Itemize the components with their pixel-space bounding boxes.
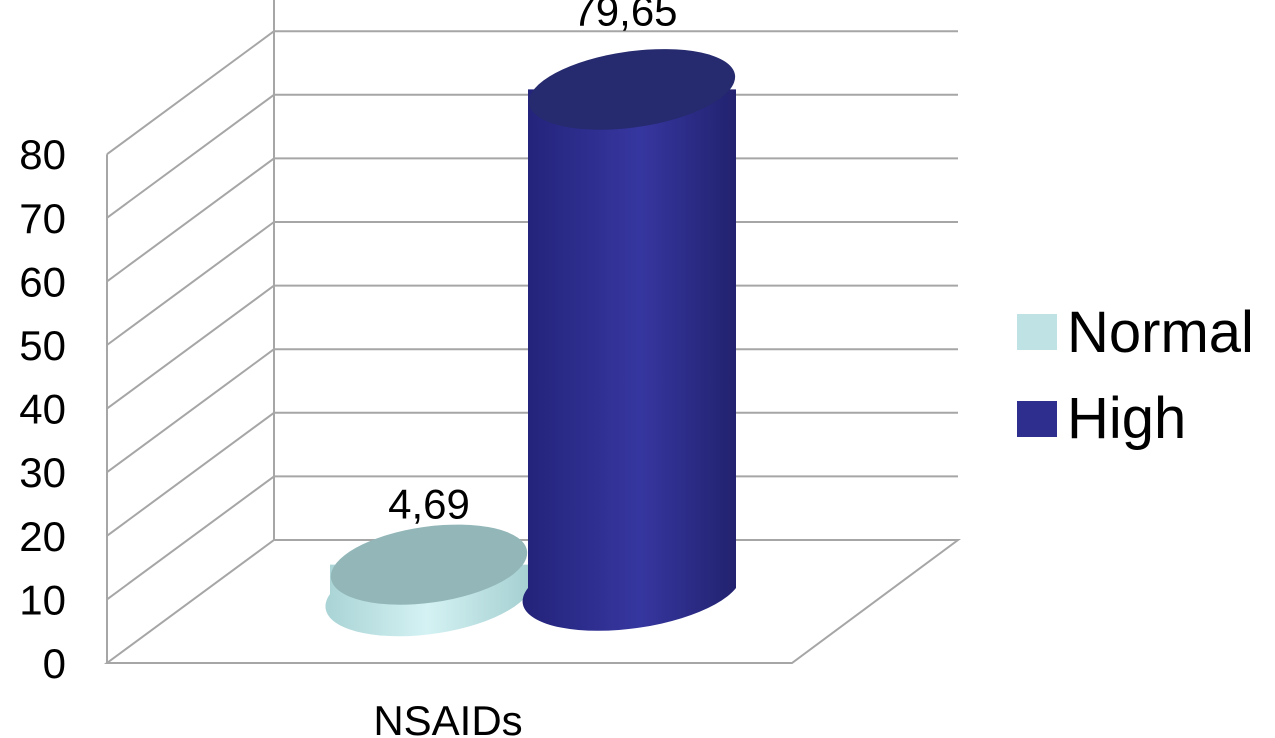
y-tick-label: 10 xyxy=(19,576,66,623)
y-tick-label: 80 xyxy=(19,131,66,178)
floor xyxy=(103,539,962,664)
legend-label-normal: Normal xyxy=(1067,300,1254,365)
bar-normal xyxy=(325,524,528,637)
legend-swatch-high xyxy=(1017,401,1057,437)
bar-top xyxy=(330,524,528,605)
legend: Normal High xyxy=(1017,300,1254,451)
y-tick-label: 50 xyxy=(19,322,66,369)
y-tick-label: 30 xyxy=(19,449,66,496)
legend-label-high: High xyxy=(1067,386,1186,451)
y-tick-label: 20 xyxy=(19,513,66,560)
y-tick-label: 40 xyxy=(19,386,66,433)
y-tick-label: 0 xyxy=(43,640,66,687)
x-axis-category-label: NSAIDs xyxy=(373,697,522,738)
bar-top xyxy=(528,49,736,130)
y-tick-label: 60 xyxy=(19,258,66,305)
y-tick-label: 70 xyxy=(19,195,66,242)
data-label-high: 79,65 xyxy=(572,0,677,34)
y-axis-tick-labels: 0 10 20 30 40 50 60 70 80 xyxy=(19,131,66,687)
gridline-left xyxy=(106,475,275,601)
gridline-left xyxy=(106,221,275,346)
gridline-left xyxy=(106,93,275,219)
gridline-left xyxy=(106,411,275,537)
bar-high xyxy=(522,49,736,631)
data-labels: 4,69 79,65 xyxy=(388,0,677,528)
data-label-normal: 4,69 xyxy=(388,481,470,528)
gridline-left xyxy=(106,348,275,474)
bar-body xyxy=(522,89,736,631)
gridline-left xyxy=(106,157,275,283)
bar-series xyxy=(325,49,736,637)
gridline-left xyxy=(106,30,275,156)
gridline-left xyxy=(106,284,275,410)
legend-swatch-normal xyxy=(1017,314,1057,350)
